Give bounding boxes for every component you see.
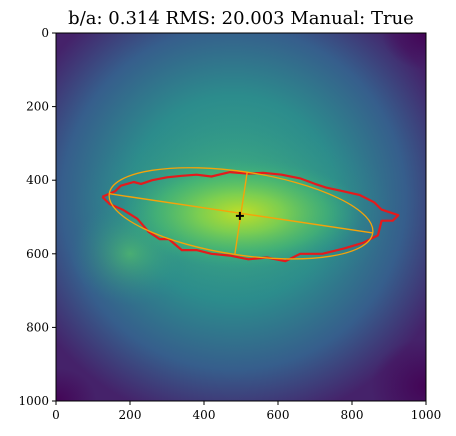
x-axis: 0 200 400 600 800 1000 [52, 401, 441, 422]
x-tick-label: 1000 [411, 408, 442, 422]
y-tick-label: 400 [26, 173, 49, 187]
x-tick-label: 0 [52, 408, 60, 422]
x-tick-label: 200 [119, 408, 142, 422]
plot-area [15, 0, 456, 434]
x-tick-label: 800 [341, 408, 364, 422]
x-tick-label: 600 [267, 408, 290, 422]
y-tick-label: 0 [41, 26, 49, 40]
y-tick-label: 200 [26, 100, 49, 114]
y-tick-label: 1000 [18, 394, 49, 408]
y-axis: 0 200 400 600 800 1000 [18, 26, 56, 408]
y-tick-label: 800 [26, 320, 49, 334]
x-tick-label: 400 [193, 408, 216, 422]
chart-title: b/a: 0.314 RMS: 20.003 Manual: True [68, 8, 414, 29]
y-tick-label: 600 [26, 247, 49, 261]
